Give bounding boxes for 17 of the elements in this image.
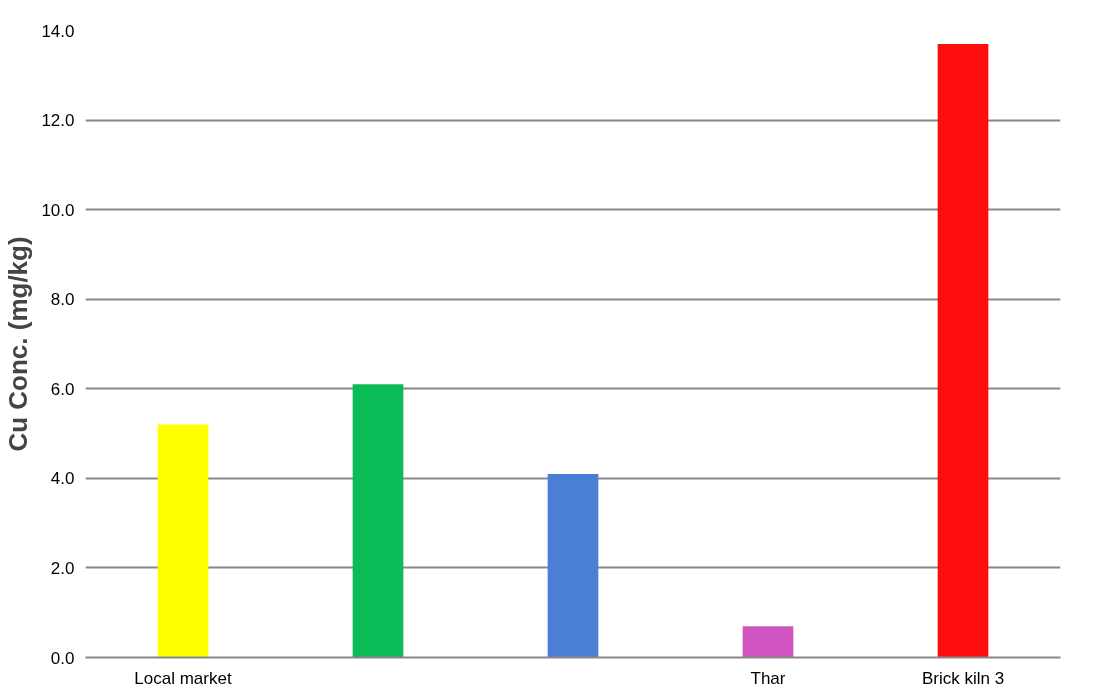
bar xyxy=(157,424,209,658)
x-tick-label: Local market xyxy=(134,668,232,688)
y-tick-label: 2.0 xyxy=(50,558,75,578)
y-axis-title: Cu Conc. (mg/kg) xyxy=(3,236,34,452)
bar xyxy=(547,473,599,658)
y-tick-label: 10.0 xyxy=(41,200,75,220)
bar xyxy=(352,384,404,658)
x-tick-label: Thar xyxy=(750,668,786,688)
y-tick-label: 14.0 xyxy=(41,21,75,41)
y-tick-label: 6.0 xyxy=(50,379,75,399)
x-tick-label: Brick kiln 3 xyxy=(921,668,1005,688)
bar xyxy=(937,43,989,658)
y-tick-label: 4.0 xyxy=(50,469,75,489)
y-tick-label: 8.0 xyxy=(50,290,75,310)
y-tick-label: 12.0 xyxy=(41,111,75,131)
y-tick-label: 0.0 xyxy=(50,648,75,668)
bar xyxy=(742,626,794,658)
